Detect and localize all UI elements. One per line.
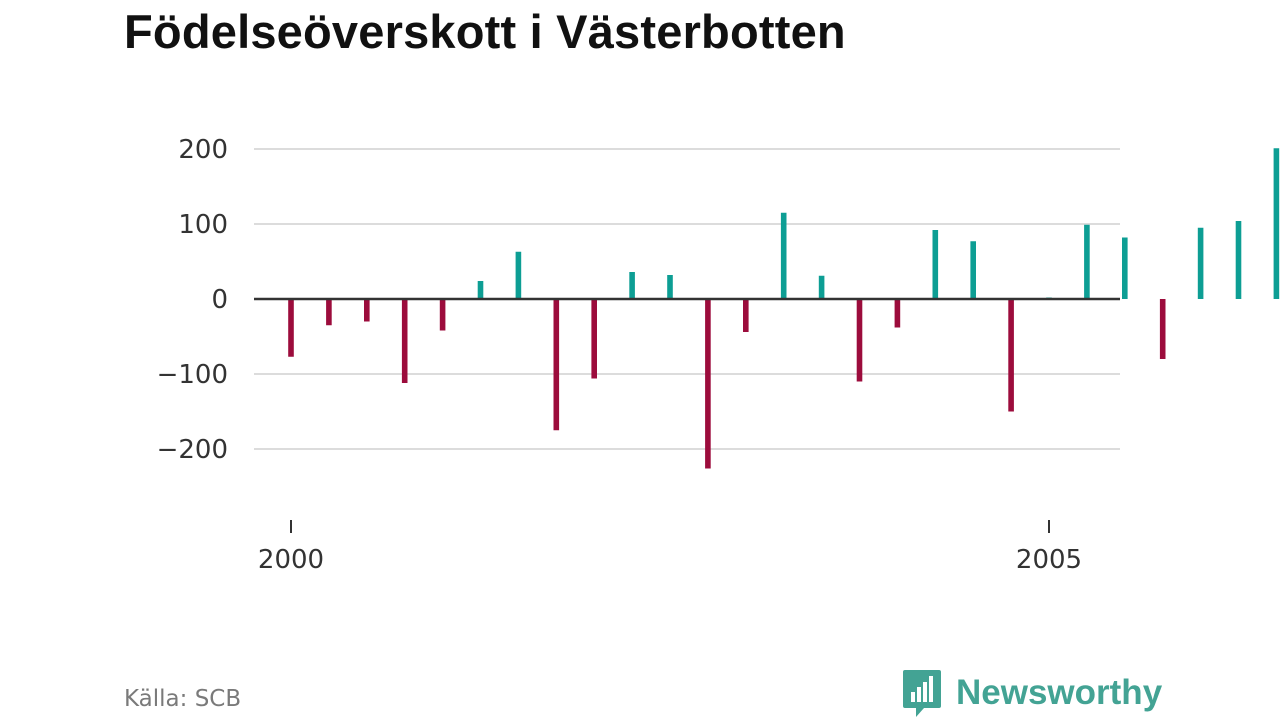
bar (1008, 299, 1014, 412)
bar (1273, 148, 1280, 299)
bar (667, 275, 673, 299)
bar (401, 299, 408, 383)
bar (932, 230, 939, 299)
x-tick-label: 2000 (258, 545, 324, 575)
bar (743, 299, 749, 332)
bar (591, 299, 597, 379)
bar (894, 299, 901, 328)
chart-title: Födelseöverskott i Västerbotten (124, 5, 846, 58)
bar (515, 251, 522, 299)
bar (288, 299, 294, 357)
y-tick-label: 100 (178, 210, 228, 240)
bar (780, 212, 787, 299)
brand-logo[interactable]: Newsworthy (902, 668, 1162, 718)
bar (1084, 224, 1090, 299)
bar (818, 275, 825, 299)
x-tick-label: 2005 (1016, 545, 1082, 575)
bar (1235, 221, 1242, 299)
bar (1122, 237, 1128, 299)
bar (629, 272, 635, 299)
bar (1197, 227, 1204, 299)
bar (439, 299, 446, 331)
y-tick-label: 200 (178, 135, 228, 165)
y-tick-label: −100 (157, 360, 228, 390)
bar-layer (288, 148, 1280, 469)
bar (553, 299, 560, 431)
y-tick-label: 0 (211, 285, 228, 315)
bar (477, 281, 484, 299)
source-note: Källa: SCB (124, 686, 242, 712)
bar (364, 299, 370, 322)
bar (1159, 299, 1166, 359)
newsworthy-bar-chart-icon (903, 670, 941, 717)
bar (856, 299, 863, 382)
bar (705, 299, 711, 469)
y-tick-label: −200 (157, 435, 228, 465)
bar (970, 241, 976, 299)
grid-layer (254, 148, 1120, 450)
brand-name: Newsworthy (956, 673, 1163, 712)
bar (326, 299, 332, 326)
